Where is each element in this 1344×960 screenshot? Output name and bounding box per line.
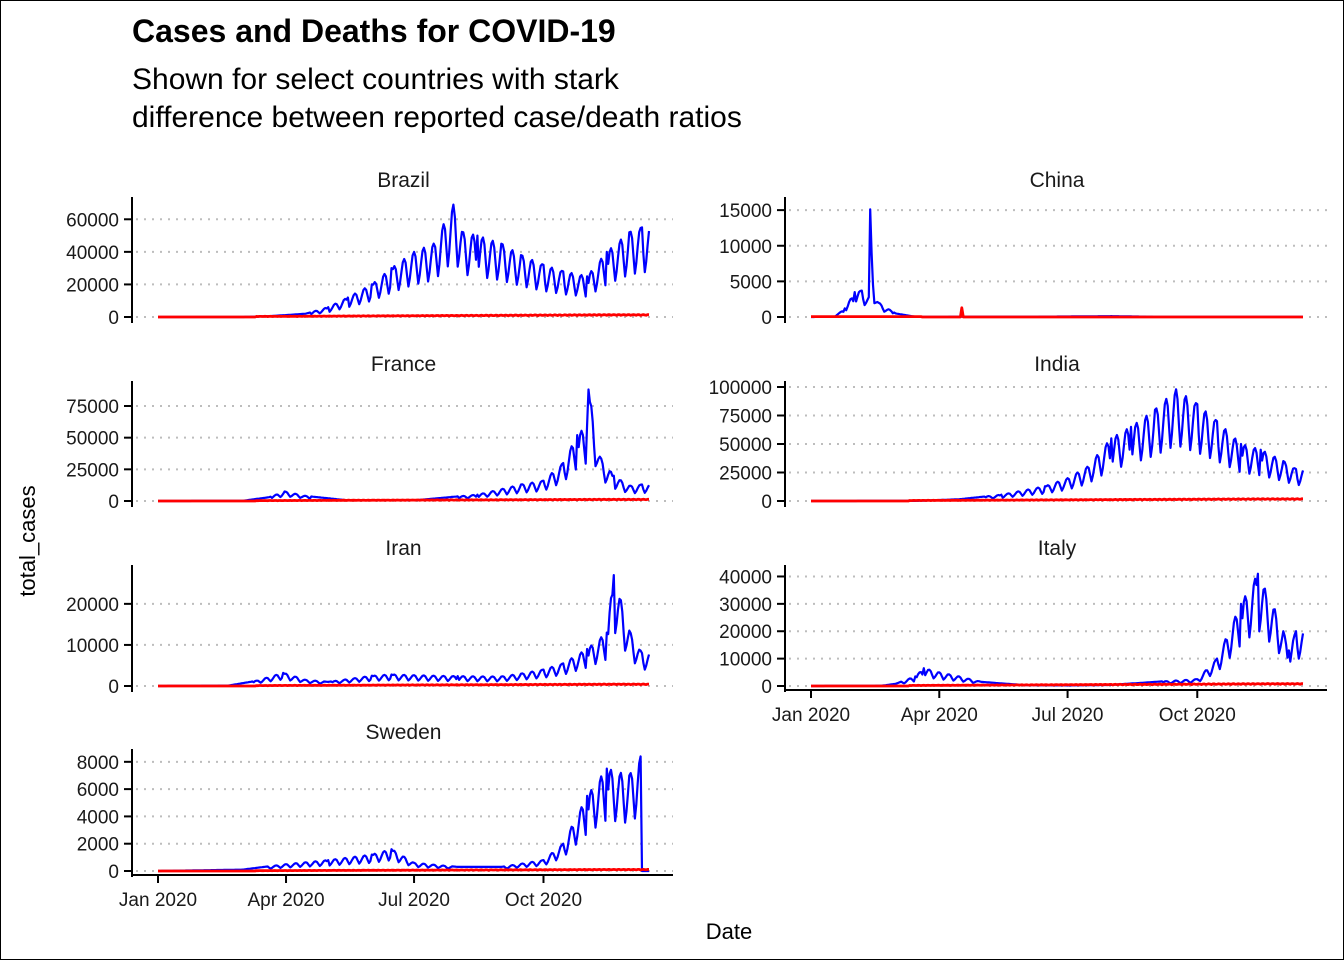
panel-title-iran: Iran xyxy=(385,537,421,560)
y-tick-label-brazil-1: 20000 xyxy=(66,275,119,296)
x-tick-label-sweden-3: Oct 2020 xyxy=(505,890,582,911)
y-tick-label-brazil-0: 0 xyxy=(108,308,119,329)
series-cases-iran xyxy=(158,574,651,688)
y-tick-label-brazil-3: 60000 xyxy=(66,210,119,231)
series-deaths-brazil xyxy=(158,313,650,319)
x-tick-label-sweden-0: Jan 2020 xyxy=(119,890,197,911)
y-tick-label-france-2: 50000 xyxy=(66,429,119,450)
panel-title-india: India xyxy=(1034,353,1080,376)
chart-subtitle-line-1: Shown for select countries with stark xyxy=(132,63,619,96)
series-deaths-iran xyxy=(158,682,649,688)
y-tick-label-france-0: 0 xyxy=(108,492,119,513)
y-tick-label-sweden-4: 8000 xyxy=(77,753,119,774)
y-tick-label-india-4: 100000 xyxy=(709,378,772,399)
x-tick-label-italy-2: Jul 2020 xyxy=(1032,705,1104,726)
series-cases-india xyxy=(811,388,1305,503)
y-tick-label-france-3: 75000 xyxy=(66,397,119,418)
series-cases-brazil xyxy=(158,203,651,319)
series-deaths-france xyxy=(158,497,649,503)
y-tick-label-sweden-0: 0 xyxy=(108,862,119,883)
y-tick-label-france-1: 25000 xyxy=(66,460,119,481)
y-tick-label-italy-3: 30000 xyxy=(719,595,772,616)
series-deaths-italy xyxy=(811,682,1304,688)
y-tick-label-china-3: 15000 xyxy=(719,201,772,222)
y-tick-label-brazil-2: 40000 xyxy=(66,243,119,264)
y-tick-label-india-3: 75000 xyxy=(719,407,772,428)
y-tick-label-sweden-1: 2000 xyxy=(77,835,119,856)
y-tick-label-iran-2: 20000 xyxy=(66,595,119,616)
y-tick-label-india-1: 25000 xyxy=(719,464,772,485)
y-tick-label-sweden-2: 4000 xyxy=(77,807,119,828)
y-tick-label-sweden-3: 6000 xyxy=(77,780,119,801)
x-tick-label-italy-0: Jan 2020 xyxy=(772,705,850,726)
series-cases-italy xyxy=(811,572,1305,688)
series-cases-france xyxy=(158,388,650,503)
x-axis-label: Date xyxy=(706,919,752,944)
y-axis-label: total_cases xyxy=(15,485,40,596)
y-tick-label-china-2: 10000 xyxy=(719,237,772,258)
x-tick-label-sweden-1: Apr 2020 xyxy=(247,890,324,911)
y-tick-label-italy-2: 20000 xyxy=(719,622,772,643)
x-tick-label-italy-1: Apr 2020 xyxy=(901,705,978,726)
series-deaths-india xyxy=(811,497,1303,503)
y-tick-label-china-0: 0 xyxy=(761,308,772,329)
panel-title-france: France xyxy=(371,353,436,376)
x-tick-label-sweden-2: Jul 2020 xyxy=(378,890,450,911)
series-cases-sweden xyxy=(158,755,649,873)
x-tick-label-italy-3: Oct 2020 xyxy=(1159,705,1236,726)
y-tick-label-india-0: 0 xyxy=(761,492,772,513)
y-tick-label-iran-1: 10000 xyxy=(66,636,119,657)
y-tick-label-italy-0: 0 xyxy=(761,677,772,698)
chart-title: Cases and Deaths for COVID-19 xyxy=(132,13,616,49)
y-tick-label-india-2: 50000 xyxy=(719,435,772,456)
panel-title-sweden: Sweden xyxy=(366,721,442,744)
panel-title-china: China xyxy=(1030,169,1085,192)
series-deaths-china xyxy=(811,306,1303,319)
panel-title-brazil: Brazil xyxy=(377,169,430,192)
y-tick-label-italy-1: 10000 xyxy=(719,650,772,671)
chart-subtitle-line-2: difference between reported case/death r… xyxy=(132,101,742,134)
y-tick-label-china-1: 5000 xyxy=(730,272,772,293)
panel-title-italy: Italy xyxy=(1038,537,1077,560)
y-tick-label-iran-0: 0 xyxy=(108,677,119,698)
y-tick-label-italy-4: 40000 xyxy=(719,567,772,588)
series-cases-china xyxy=(811,208,1303,319)
series-deaths-sweden xyxy=(158,868,649,873)
